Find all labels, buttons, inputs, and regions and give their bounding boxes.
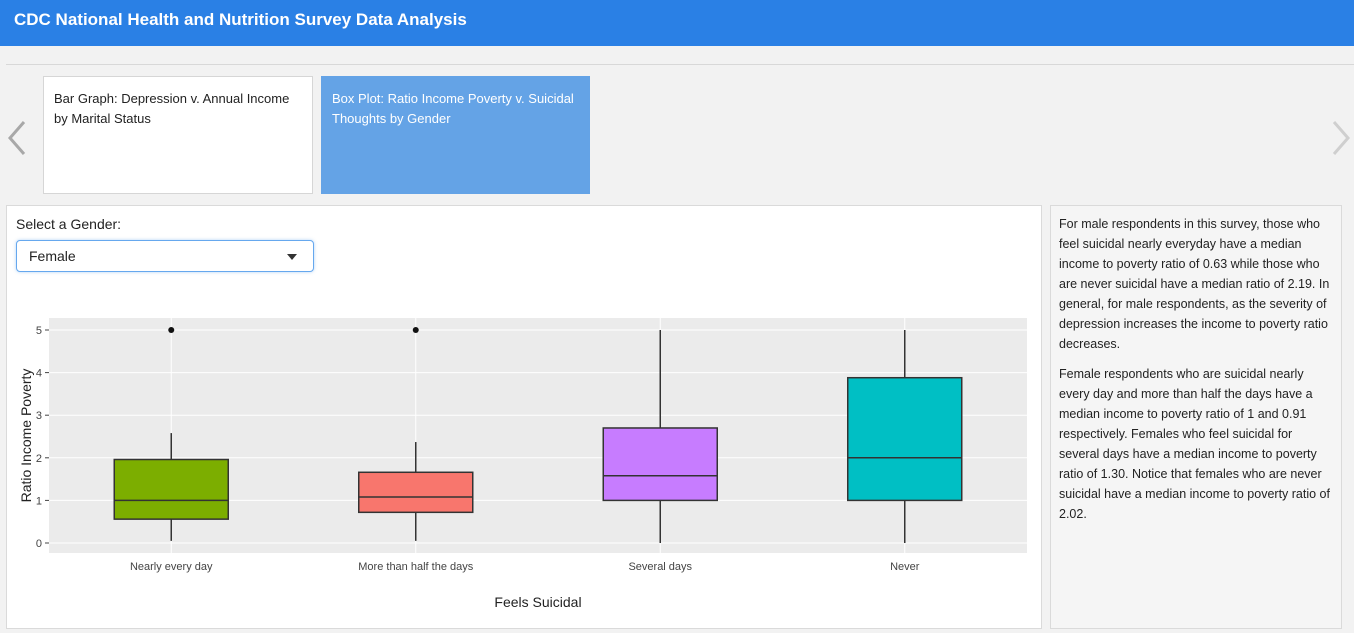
app-header: CDC National Health and Nutrition Survey… xyxy=(0,0,1354,46)
outlier-point xyxy=(168,327,175,333)
y-axis-label: Ratio Income Poverty xyxy=(18,369,34,503)
y-tick-label: 4 xyxy=(36,368,42,380)
x-tick-label: More than half the days xyxy=(358,561,473,573)
gender-select-value: Female xyxy=(29,248,76,264)
tab-label: Box Plot: Ratio Income Poverty v. Suicid… xyxy=(332,91,574,126)
y-tick-label: 2 xyxy=(36,453,42,465)
y-tick-label: 5 xyxy=(36,325,42,337)
tab-bar-graph[interactable]: Bar Graph: Depression v. Annual Income b… xyxy=(43,76,313,194)
y-tick-label: 3 xyxy=(36,410,42,422)
x-tick-label: Nearly every day xyxy=(130,561,213,573)
summary-paragraph-female: Female respondents who are suicidal near… xyxy=(1059,367,1330,521)
chevron-right-icon xyxy=(1332,121,1350,155)
gender-select-label: Select a Gender: xyxy=(16,216,122,232)
x-tick-label: Never xyxy=(890,561,920,573)
x-tick-label: Several days xyxy=(628,561,692,573)
chart-panel: Select a Gender: Female 0 1 2 3 4 5 Nearly eve… xyxy=(6,205,1042,629)
app-title: CDC National Health and Nutrition Survey… xyxy=(14,10,467,29)
box xyxy=(358,471,474,514)
box-plot-chart: 0 1 2 3 4 5 Nearly every day More than half the… xyxy=(18,318,1027,610)
x-axis-label: Feels Suicidal xyxy=(494,594,581,610)
summary-panel: For male respondents in this survey, tho… xyxy=(1050,205,1342,629)
tab-label: Bar Graph: Depression v. Annual Income b… xyxy=(54,91,290,126)
box xyxy=(602,427,718,502)
gender-select[interactable]: Female xyxy=(16,240,314,272)
carousel-prev-button[interactable] xyxy=(6,118,28,165)
divider xyxy=(6,64,1354,65)
chevron-down-icon xyxy=(287,254,297,260)
tab-box-plot[interactable]: Box Plot: Ratio Income Poverty v. Suicid… xyxy=(321,76,590,194)
box xyxy=(847,376,963,502)
y-tick-label: 1 xyxy=(36,495,42,507)
carousel-next-button[interactable] xyxy=(1330,118,1352,165)
outlier-point xyxy=(412,327,419,333)
summary-paragraph-male: For male respondents in this survey, tho… xyxy=(1059,217,1330,351)
y-tick-label: 0 xyxy=(36,538,42,550)
chevron-left-icon xyxy=(8,121,26,155)
box xyxy=(113,458,229,520)
